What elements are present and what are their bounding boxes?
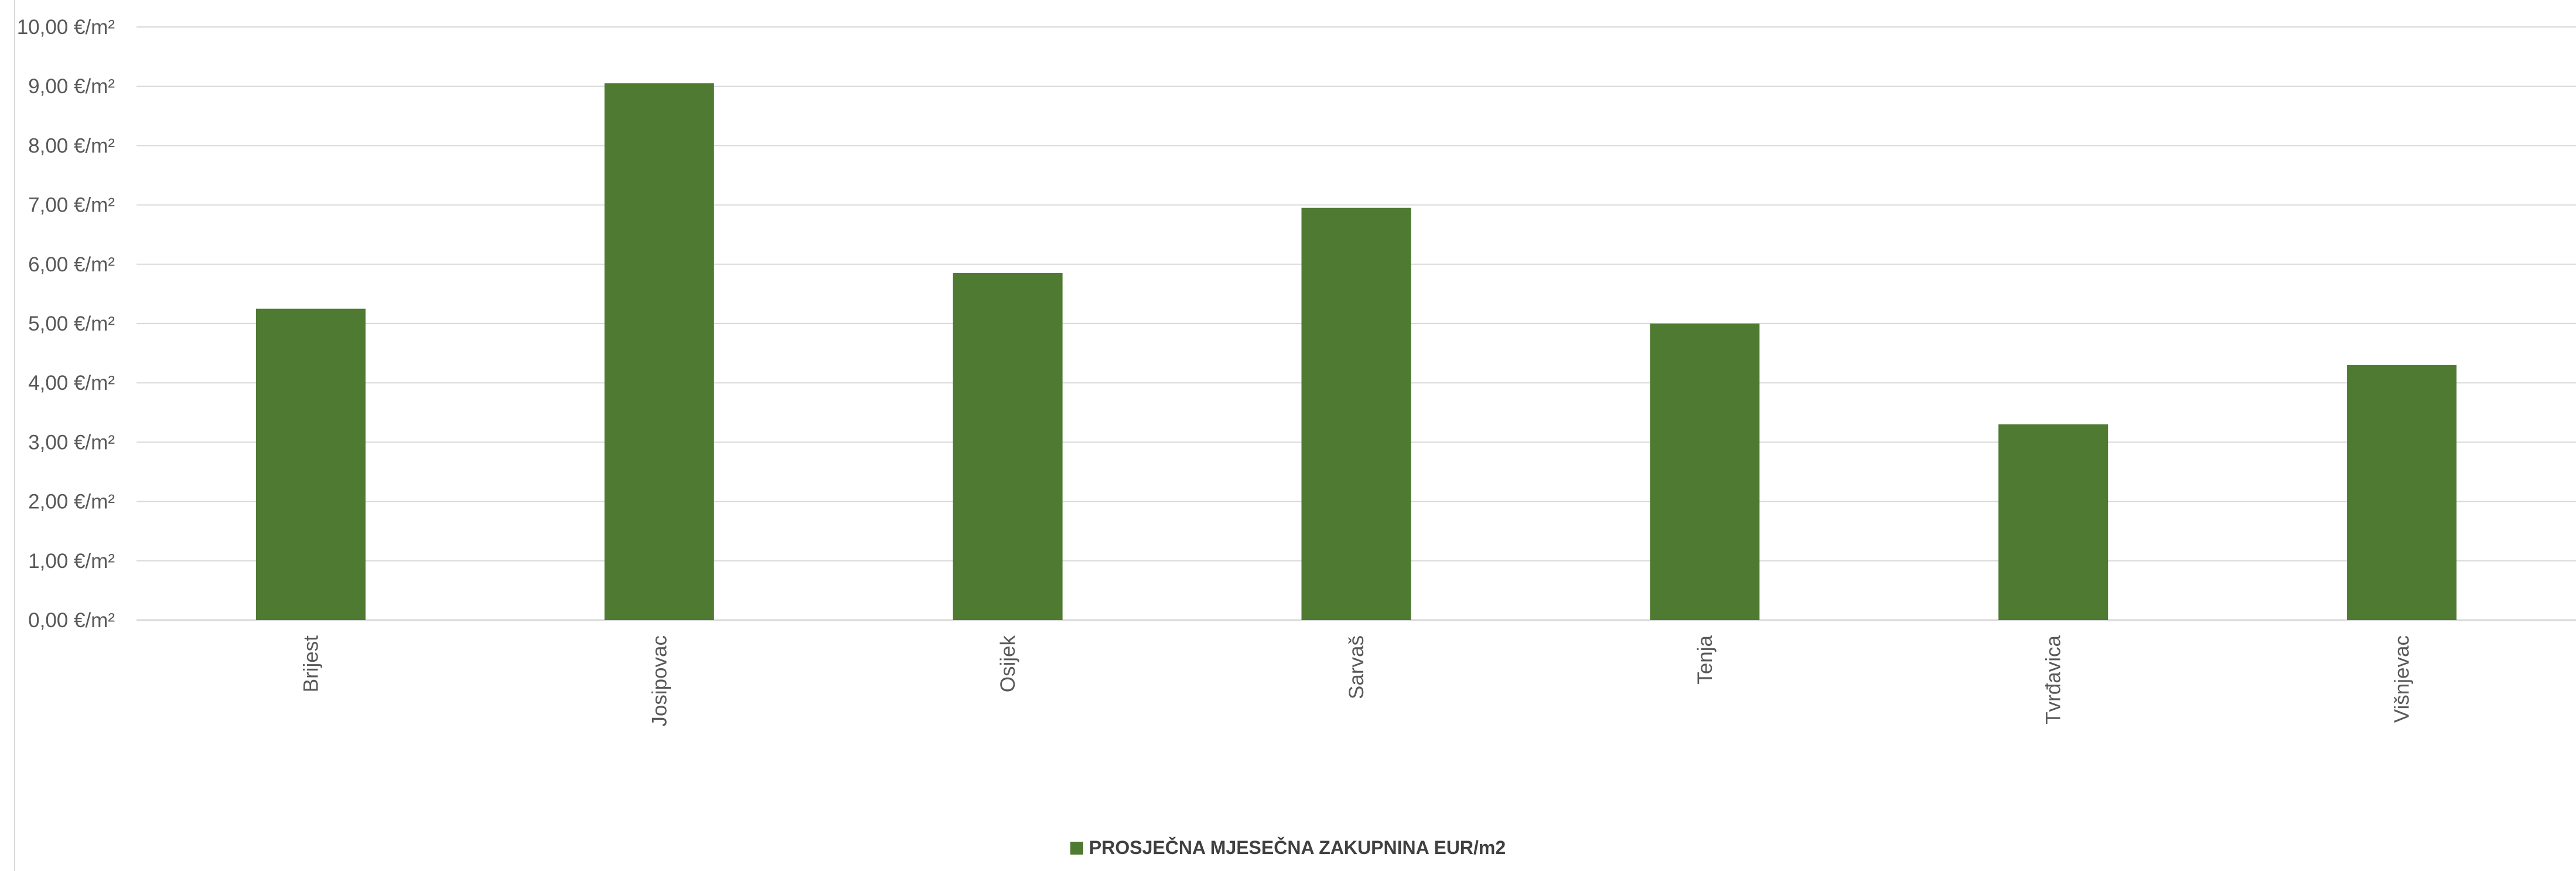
y-tick-label: 8,00 €/m² [28, 134, 115, 157]
legend: PROSJEČNA MJESEČNA ZAKUPNINA EUR/m2 [0, 837, 2576, 859]
bar-tvrđavica [1998, 424, 2108, 620]
bar-josipovac [604, 83, 714, 620]
bar-osijek [953, 273, 1063, 621]
legend-swatch [1070, 841, 1083, 855]
legend-label: PROSJEČNA MJESEČNA ZAKUPNINA EUR/m2 [1089, 837, 1506, 858]
y-tick-label: 1,00 €/m² [28, 550, 115, 573]
bar-brijest [255, 308, 366, 620]
chart-border [14, 0, 15, 871]
y-tick-label: 7,00 €/m² [28, 194, 115, 217]
y-tick-label: 9,00 €/m² [28, 75, 115, 98]
x-axis-tick-labels: Brijest Josipovac Osijek Sarvaš Tenja Tvrđavi… [299, 635, 2413, 726]
y-axis-tick-labels: 0,00 €/m² 1,00 €/m² 2,00 €/m² 3,00 €/m² 4,00… [17, 16, 115, 632]
y-tick-label: 5,00 €/m² [28, 312, 115, 335]
y-tick-label: 10,00 €/m² [17, 16, 115, 39]
x-tick-label: Osijek [997, 635, 1019, 693]
y-tick-label: 3,00 €/m² [28, 431, 115, 454]
gridlines [137, 26, 2576, 621]
x-tick-label: Brijest [299, 635, 322, 693]
y-tick-label: 4,00 €/m² [28, 372, 115, 394]
x-tick-label: Tvrđavica [2042, 635, 2065, 724]
x-tick-label: Višnjevac [2391, 635, 2414, 723]
bar-višnjevac [2347, 365, 2457, 620]
bar-sarvaš [1301, 207, 1411, 620]
x-tick-label: Josipovac [648, 635, 671, 727]
y-tick-label: 6,00 €/m² [28, 253, 115, 276]
bar-tenja [1650, 324, 1760, 620]
y-tick-label: 0,00 €/m² [28, 609, 115, 632]
x-tick-label: Sarvaš [1345, 635, 1368, 699]
bars [255, 83, 2457, 621]
x-tick-label: Tenja [1694, 635, 1717, 684]
y-tick-label: 2,00 €/m² [28, 491, 115, 513]
